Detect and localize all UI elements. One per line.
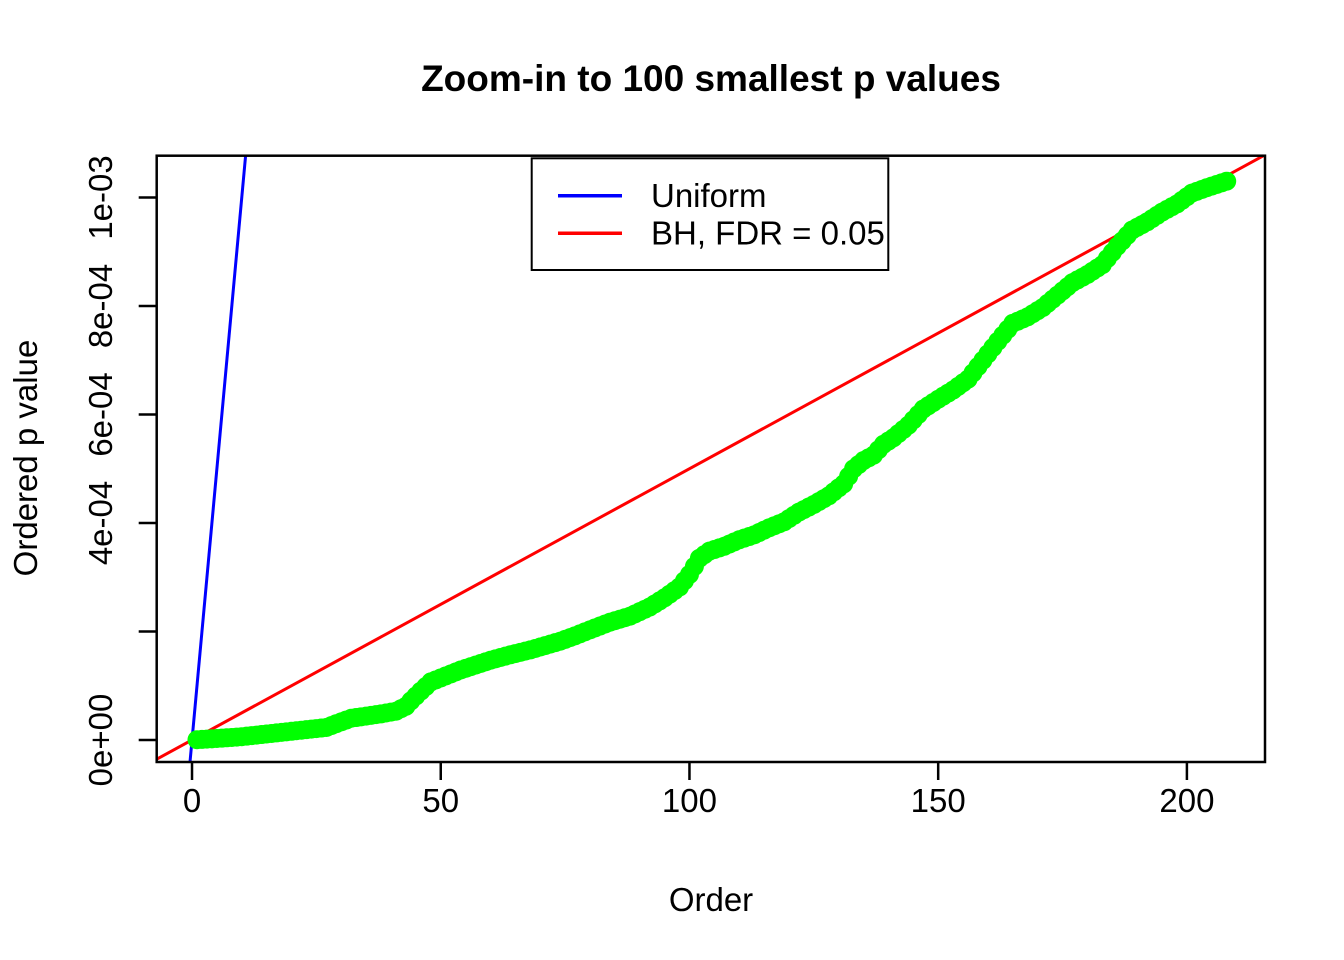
p-value-points-layer [187,171,1237,750]
plot-border-box [155,154,1267,764]
x-axis-label: Order [669,881,753,918]
axes-layer: 0 50 100 150 200 0e+00 4e-04 6e-04 8e-04 1e-03 [82,155,1214,819]
p-value-point [1217,171,1237,191]
y-tick-label: 1e-03 [82,155,119,239]
x-tick-label: 100 [662,782,717,819]
y-tick-label: 0e+00 [82,694,119,787]
x-tick-label: 0 [183,782,201,819]
legend-label-uniform: Uniform [651,177,767,214]
chart-title: Zoom-in to 100 smallest p values [421,58,1001,99]
legend: Uniform BH, FDR = 0.05 [530,157,890,271]
line-bh-fdr-0-05 [155,154,1265,761]
line-uniform [188,155,248,763]
x-tick-label: 150 [911,782,966,819]
x-tick-label: 50 [422,782,459,819]
y-tick-label: 6e-04 [82,372,119,456]
y-axis-label: Ordered p value [7,340,44,577]
x-tick-label: 200 [1159,782,1214,819]
reference-lines-layer [155,154,1265,763]
y-tick-label: 8e-04 [82,264,119,348]
legend-label-bh-fdr: BH, FDR = 0.05 [651,215,885,252]
legend-box [530,157,890,271]
y-tick-label: 4e-04 [82,481,119,565]
